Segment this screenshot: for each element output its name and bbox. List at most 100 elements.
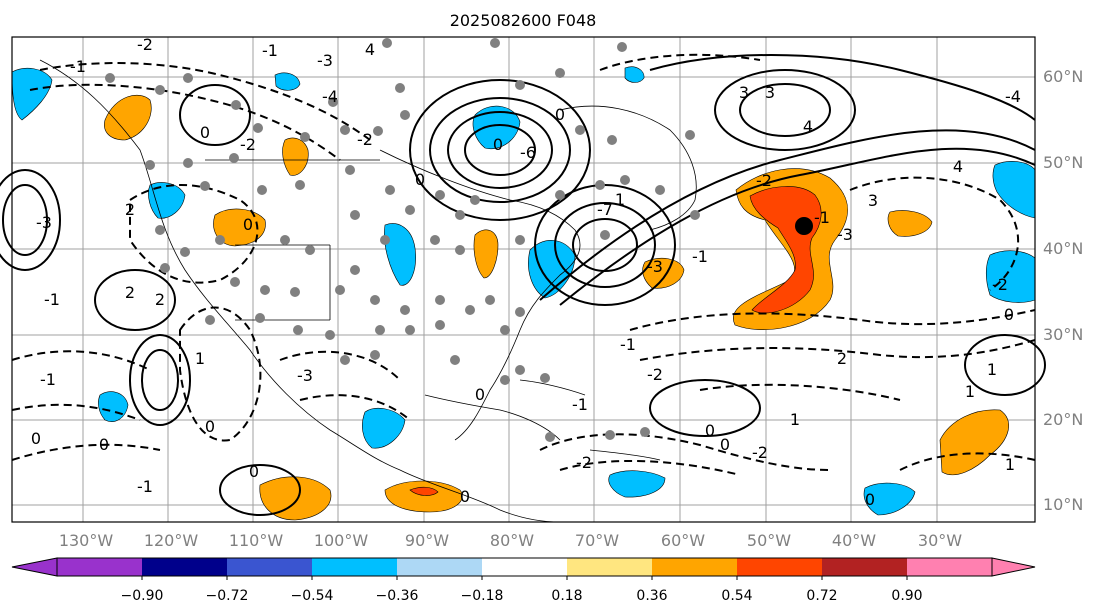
longitude-label: 130°W xyxy=(59,531,114,550)
contour-label: -1 xyxy=(620,335,636,354)
colorbar-tick-label: −0.54 xyxy=(291,588,334,604)
contour-label: 1 xyxy=(965,382,975,401)
contour-label: 0 xyxy=(555,105,565,124)
contour-label: 0 xyxy=(31,429,41,448)
contour-label: 0 xyxy=(205,417,215,436)
contour-label: 2 xyxy=(155,290,165,309)
contour-label: 1 xyxy=(1005,455,1015,474)
colorbar-tick-label: −0.18 xyxy=(461,588,504,604)
contour-label: 0 xyxy=(705,421,715,440)
colorbar-bin xyxy=(57,558,142,576)
longitude-label: 50°W xyxy=(747,531,791,550)
contour-label: 0 xyxy=(243,215,253,234)
colorbar-bin xyxy=(397,558,482,576)
contour-label: 0 xyxy=(200,123,210,142)
contour-label: 0 xyxy=(1004,305,1014,324)
contour-label: 2 xyxy=(125,200,135,219)
colorbar-bin xyxy=(737,558,822,576)
shade-redorange-2 xyxy=(409,486,439,496)
colorbar-bin xyxy=(312,558,397,576)
contour-label: -3 xyxy=(36,213,52,232)
shade-blue-5 xyxy=(148,182,186,219)
shade-blue-6 xyxy=(362,407,406,449)
colorbar-tick-label: 0.90 xyxy=(891,588,922,604)
contour-label: 0 xyxy=(249,462,259,481)
contour-label: 0 xyxy=(460,487,470,506)
colorbar: −0.90 −0.72 −0.54 −0.36 −0.18 0.18 0.36 … xyxy=(11,557,1036,604)
latitude-label: 50°N xyxy=(1043,153,1083,172)
contour-label: -2 xyxy=(576,453,592,472)
contour-label: 2 xyxy=(125,283,135,302)
latitude-label: 20°N xyxy=(1043,410,1083,429)
contour-label: -2 xyxy=(992,275,1008,294)
shade-blue-1 xyxy=(11,67,53,121)
contour-label: 0 xyxy=(99,435,109,454)
contours xyxy=(0,53,1046,516)
shaded-field xyxy=(11,66,1036,521)
latitude-label: 40°N xyxy=(1043,239,1083,258)
shade-orange-6 xyxy=(213,208,266,247)
longitude-label: 110°W xyxy=(229,531,284,550)
coastlines xyxy=(39,59,697,523)
contour-label-layer: -1 -2 -3 -4 -6 -7 4 3 2 1 0 -1 -2 3 4 -1… xyxy=(31,35,1021,509)
contour-label: 0 xyxy=(720,435,730,454)
shade-orange-5 xyxy=(104,94,152,141)
latitude-label: 10°N xyxy=(1043,495,1083,514)
shade-orange-7 xyxy=(282,137,309,176)
shade-orange-10 xyxy=(887,210,933,237)
station-markers xyxy=(105,38,700,442)
longitude-label: 120°W xyxy=(144,531,199,550)
longitude-label: 30°W xyxy=(918,531,962,550)
contour-label: -2 xyxy=(752,443,768,462)
colorbar-frame xyxy=(56,557,993,577)
contour-label: 4 xyxy=(803,117,813,136)
contour-label: 0 xyxy=(415,170,425,189)
contour-label: -1 xyxy=(572,395,588,414)
colorbar-tick-label: 0.18 xyxy=(551,588,582,604)
contour-label: 4 xyxy=(953,157,963,176)
shade-orange-2 xyxy=(939,409,1009,476)
colorbar-bin xyxy=(567,558,652,576)
colorbar-extend-low xyxy=(11,557,58,577)
latitude-label: 30°N xyxy=(1043,325,1083,344)
longitude-label: 70°W xyxy=(575,531,619,550)
contour-label: -7 xyxy=(597,200,613,219)
contour-label: -1 xyxy=(692,247,708,266)
longitude-labels: 130°W 120°W 110°W 100°W 90°W 80°W 70°W 6… xyxy=(59,531,962,550)
shade-blue-12 xyxy=(624,66,645,83)
shade-orange-8 xyxy=(473,229,499,279)
contour-label: 3 xyxy=(868,191,878,210)
colorbar-bin xyxy=(482,558,567,576)
map-background xyxy=(12,37,1035,522)
contour-label: -1 xyxy=(70,57,86,76)
colorbar-tick-label: −0.90 xyxy=(121,588,164,604)
contour-label: -2 xyxy=(240,135,256,154)
contour-label: -3 xyxy=(837,225,853,244)
shade-blue-8 xyxy=(863,482,916,516)
colorbar-tick-label: −0.36 xyxy=(376,588,419,604)
contour-label: 1 xyxy=(615,190,625,209)
contour-label: -1 xyxy=(44,290,60,309)
contour-label: -1 xyxy=(814,208,830,227)
latitude-label: 60°N xyxy=(1043,67,1083,86)
shade-orange-4 xyxy=(384,480,463,513)
shade-blue-4 xyxy=(384,223,416,286)
shade-blue-13 xyxy=(274,72,301,91)
contour-label: -3 xyxy=(317,51,333,70)
map-panel: -1 -2 -3 -4 -6 -7 4 3 2 1 0 -1 -2 3 4 -1… xyxy=(0,35,1046,523)
contour-label: -2 xyxy=(137,35,153,54)
shade-blue-7 xyxy=(608,470,666,498)
colorbar-tick-label: 0.36 xyxy=(636,588,667,604)
colorbar-bin xyxy=(142,558,227,576)
contour-label: 1 xyxy=(790,410,800,429)
contour-label: -2 xyxy=(647,365,663,384)
contour-label: -1 xyxy=(40,370,56,389)
contour-label: 2 xyxy=(837,349,847,368)
shade-orange-3 xyxy=(259,476,332,521)
longitude-label: 90°W xyxy=(405,531,449,550)
colorbar-ticks xyxy=(141,576,908,580)
storm-center-marker xyxy=(795,217,813,235)
latitude-labels: 60°N 50°N 40°N 30°N 20°N 10°N xyxy=(1043,67,1083,514)
colorbar-tick-label: 0.54 xyxy=(721,588,752,604)
